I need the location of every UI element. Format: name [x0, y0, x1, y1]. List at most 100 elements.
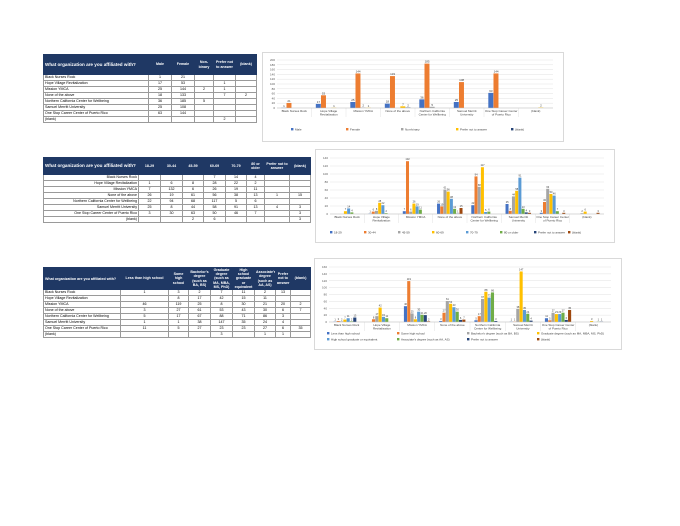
data-label: 132	[405, 157, 410, 161]
table-cell: 3	[210, 331, 233, 339]
bar	[371, 319, 376, 322]
bar	[384, 103, 390, 108]
bar	[350, 102, 356, 108]
bar	[445, 301, 449, 322]
data-label: 147	[519, 267, 524, 271]
data-label: 6	[460, 316, 462, 320]
bar	[511, 196, 515, 214]
bar	[549, 194, 553, 214]
bar	[415, 206, 419, 214]
column-header: (blank)	[290, 266, 311, 291]
data-label: 11	[419, 206, 422, 210]
data-label: 24	[526, 310, 529, 314]
legend-swatch	[511, 128, 514, 131]
bar	[552, 195, 556, 214]
bar	[561, 312, 565, 322]
y-tick-label: 20	[272, 101, 276, 105]
data-label: 4	[530, 317, 532, 321]
legend-label: (blank)	[572, 230, 581, 234]
data-label: 46	[404, 302, 407, 306]
data-label: 11	[385, 314, 388, 318]
data-label: 25	[351, 98, 355, 102]
bar	[529, 320, 533, 322]
table-cell	[194, 116, 214, 123]
bar	[452, 307, 456, 322]
bar	[521, 208, 525, 214]
data-label: 4	[526, 208, 528, 212]
category-label: Center for Wellbeing	[419, 113, 447, 117]
bar	[554, 314, 558, 322]
data-label: 7	[557, 207, 559, 211]
bar	[548, 320, 552, 322]
data-label: 7	[344, 316, 346, 320]
data-label: 56	[447, 188, 450, 192]
legend-label: Less than high school	[331, 331, 360, 335]
y-tick-label: 40	[325, 196, 329, 200]
category-label: Mission YMCA	[406, 215, 426, 219]
column-header: Prefer not to answer	[213, 54, 236, 75]
bar	[564, 319, 568, 322]
data-label: 13	[522, 205, 525, 209]
data-label: 3	[529, 209, 531, 213]
data-label: 5	[549, 316, 551, 320]
bar	[449, 303, 453, 322]
legend-label: Female	[350, 127, 360, 131]
data-label: 94	[475, 172, 478, 176]
bar	[505, 204, 509, 214]
data-label: 27	[552, 309, 555, 313]
data-label: 3	[338, 317, 340, 321]
bar	[427, 321, 431, 322]
y-tick-label: 20	[325, 204, 329, 208]
y-tick-label: 120	[323, 164, 328, 168]
category-label: University	[516, 327, 530, 331]
legend-label: Associate's degree (such as AA, AS)	[401, 337, 450, 341]
bar	[442, 312, 446, 322]
bar	[381, 316, 385, 322]
bar	[544, 318, 549, 322]
legend-swatch	[537, 332, 540, 335]
bar	[596, 212, 600, 214]
bar	[477, 316, 481, 322]
data-label: 2	[351, 317, 353, 321]
data-label: 25	[411, 309, 414, 313]
data-label: 6	[410, 208, 412, 212]
legend-label: Graduate degree (such as MA, MBA, MS, Ph…	[541, 331, 604, 335]
table-cell	[232, 331, 255, 339]
bar	[484, 291, 488, 322]
data-label: 3	[591, 317, 593, 321]
data-label: 6	[566, 316, 568, 320]
category-label: Center for Wellbeing	[474, 327, 502, 331]
table-cell	[168, 331, 189, 339]
legend-swatch	[537, 338, 540, 341]
bar	[389, 76, 395, 108]
data-label: 185	[425, 60, 430, 64]
column-header: Bachelor's degree (such as BA, BS)	[188, 266, 211, 291]
data-label: 63	[489, 89, 493, 93]
bar	[402, 211, 406, 214]
data-label: 22	[382, 201, 385, 205]
category-label: Mission YMCA	[407, 323, 427, 327]
data-label: 44	[512, 192, 515, 196]
data-label: 53	[322, 91, 326, 95]
table-row: One Stop Career Center of Puerto Rico 11 5…	[43, 325, 311, 333]
category-label: Northern California	[472, 215, 498, 219]
bar	[453, 208, 457, 214]
bar	[555, 211, 559, 214]
legend-swatch	[568, 231, 571, 234]
table-cell	[225, 216, 247, 223]
category-label: Northern California	[420, 109, 446, 113]
bar	[494, 320, 498, 322]
data-label: 2	[428, 317, 430, 321]
bar	[315, 103, 321, 108]
table-age: What organization are you affiliated wit…	[43, 157, 311, 223]
data-label: 3	[563, 209, 565, 213]
data-label: 63	[546, 185, 549, 189]
category-label: Mission YMCA	[353, 109, 373, 113]
data-label: 17	[375, 312, 378, 316]
bar	[347, 208, 351, 214]
bar	[515, 190, 519, 214]
table-row: (blank) 2	[43, 116, 257, 123]
table-row: Samuel Merritt University 25 108	[43, 104, 257, 111]
category-label: Samuel Merritt	[509, 215, 529, 219]
legend-label: Bachelor's degree (such as BA, BS)	[471, 331, 519, 335]
